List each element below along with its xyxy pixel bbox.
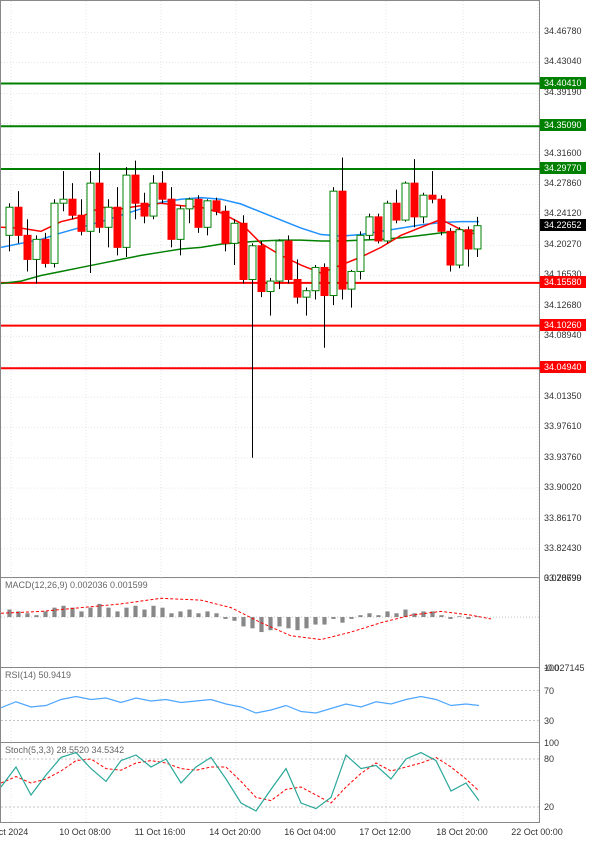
stoch-svg — [1, 743, 541, 823]
y-axis-macd: 0.020799-0.027145 — [540, 578, 600, 668]
price-label: 34.10260 — [540, 319, 586, 331]
y-tick: 80 — [544, 754, 554, 764]
price-label: 34.15580 — [540, 276, 586, 288]
x-tick: 22 Oct 00:00 — [511, 827, 563, 837]
y-tick: 34.39190 — [544, 87, 582, 97]
x-tick: 10 Oct 08:00 — [59, 827, 111, 837]
x-tick: 16 Oct 04:00 — [284, 827, 336, 837]
rsi-svg — [1, 668, 541, 743]
stoch-label: Stoch(5,3,3) 28.5520 34.5342 — [5, 745, 124, 755]
macd-svg — [1, 578, 541, 668]
price-panel[interactable] — [0, 0, 540, 578]
y-axis-stoch: 1008020 — [540, 743, 600, 823]
chart-container: MACD(12,26,9) 0.002036 0.001599 RSI(14) … — [0, 0, 600, 853]
x-tick: Oct 2024 — [0, 827, 28, 837]
y-tick: 34.24120 — [544, 208, 582, 218]
y-tick: 33.82430 — [544, 543, 582, 553]
rsi-label: RSI(14) 50.9419 — [5, 670, 71, 680]
main-chart-svg — [1, 1, 541, 579]
y-axis-rsi: 1007030 — [540, 668, 600, 743]
y-tick: 34.27860 — [544, 178, 582, 188]
y-tick: 33.97610 — [544, 421, 582, 431]
y-tick: 33.90020 — [544, 482, 582, 492]
y-tick: 33.93760 — [544, 452, 582, 462]
macd-label: MACD(12,26,9) 0.002036 0.001599 — [5, 580, 148, 590]
x-tick: 14 Oct 20:00 — [209, 827, 261, 837]
y-tick: 34.08940 — [544, 330, 582, 340]
stoch-panel[interactable]: Stoch(5,3,3) 28.5520 34.5342 — [0, 743, 540, 823]
y-tick: 34.01350 — [544, 391, 582, 401]
x-tick: 18 Oct 20:00 — [436, 827, 488, 837]
y-tick: 20 — [544, 802, 554, 812]
y-tick: 30 — [544, 716, 554, 726]
y-tick: 34.31600 — [544, 148, 582, 158]
price-label: 34.22652 — [540, 219, 586, 231]
y-tick: 34.12680 — [544, 300, 582, 310]
y-tick: 33.86170 — [544, 513, 582, 523]
price-label: 34.04940 — [540, 361, 586, 373]
price-label: 34.29770 — [540, 162, 586, 174]
x-tick: 17 Oct 12:00 — [359, 827, 411, 837]
y-tick: 0.020799 — [544, 573, 582, 583]
y-tick: 100 — [544, 738, 559, 748]
x-axis: Oct 2024 10 Oct 08:00 11 Oct 16:00 14 Oct 2… — [0, 823, 540, 853]
x-tick: 11 Oct 16:00 — [135, 827, 186, 837]
y-tick: 70 — [544, 686, 554, 696]
y-tick: 34.46780 — [544, 26, 582, 36]
price-label: 34.40410 — [540, 77, 586, 89]
y-tick: 100 — [544, 663, 559, 673]
y-tick: 34.20270 — [544, 239, 582, 249]
price-label: 34.35090 — [540, 119, 586, 131]
macd-panel[interactable]: MACD(12,26,9) 0.002036 0.001599 — [0, 578, 540, 668]
rsi-panel[interactable]: RSI(14) 50.9419 — [0, 668, 540, 743]
y-tick: 34.43040 — [544, 56, 582, 66]
